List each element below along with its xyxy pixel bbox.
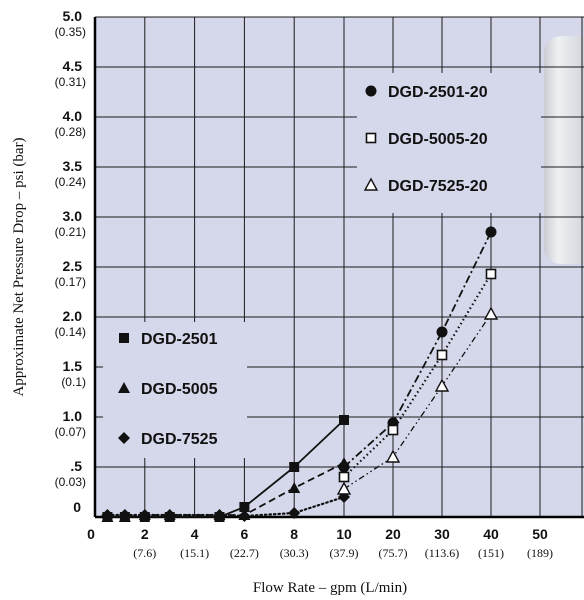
y-tick-sublabel: (0.35)	[55, 25, 86, 39]
data-point-dgd-5005-20	[436, 349, 448, 361]
legend-marker-dgd-5005-20	[365, 132, 377, 144]
y-tick-label: .5	[70, 458, 82, 474]
legend-marker-dgd-5005	[118, 382, 130, 393]
x-tick-sublabel: (113.6)	[425, 546, 460, 560]
data-point-dgd-5005-20	[387, 424, 399, 436]
y-tick-label: 5.0	[63, 8, 83, 24]
y-tick-sublabel: (0.31)	[55, 75, 86, 89]
y-tick-label: 2.5	[63, 258, 83, 274]
legend-label-dgd-2501-20: DGD-2501-20	[388, 84, 488, 101]
legend-label-dgd-5005: DGD-5005	[141, 381, 218, 398]
x-tick-sublabel: (75.7)	[379, 546, 408, 560]
x-tick-label: 50	[532, 526, 548, 542]
y-tick-sublabel: (0.1)	[61, 375, 86, 389]
x-tick-sublabel: (189)	[527, 546, 553, 560]
y-tick-label: 2.0	[63, 308, 83, 324]
x-tick-label: 30	[434, 526, 450, 542]
data-point-dgd-2501	[239, 502, 250, 512]
data-point-dgd-2501	[339, 415, 349, 425]
legend-label-dgd-7525: DGD-7525	[141, 431, 218, 448]
y-tick-sublabel: (0.03)	[55, 475, 86, 489]
x-tick-label: 20	[385, 526, 401, 542]
x-tick-sublabel: (30.3)	[280, 546, 309, 560]
data-point-dgd-5005	[288, 482, 301, 493]
y-tick-label: 1.0	[63, 408, 83, 424]
legend-left: DGD-2501 DGD-5005 DGD-7525	[103, 322, 247, 458]
y-tick-label: 4.5	[63, 58, 83, 74]
data-point-dgd-2501-20	[436, 326, 448, 338]
y-axis-title: Approximate Net Pressure Drop – psi (bar…	[11, 137, 27, 396]
legend-marker-dgd-7525	[118, 432, 130, 444]
x-tick-label: 4	[191, 526, 199, 542]
data-point-dgd-2501-20	[338, 461, 350, 473]
x-tick-label: 0	[87, 526, 95, 542]
data-point-dgd-7525-20	[483, 306, 499, 320]
data-point-dgd-7525	[238, 510, 251, 522]
y-tick-label: 3.5	[63, 158, 83, 174]
x-tick-label: 40	[483, 526, 499, 542]
x-tick-sublabel: (15.1)	[180, 546, 209, 560]
x-tick-sublabel: (37.9)	[330, 546, 359, 560]
filter-cartridge-icon	[544, 36, 584, 264]
y-tick-sublabel: (0.07)	[55, 425, 86, 439]
y-tick-label: 0	[73, 499, 81, 515]
x-tick-label: 2	[141, 526, 149, 542]
data-point-dgd-7525	[213, 509, 226, 521]
y-tick-sublabel: (0.21)	[55, 225, 86, 239]
series-dgd-5005-20	[338, 268, 497, 483]
x-tick-sublabel: (7.6)	[133, 546, 156, 560]
data-point-dgd-7525	[101, 509, 114, 521]
x-tick-label: 8	[290, 526, 298, 542]
product-image	[544, 36, 584, 264]
data-point-dgd-7525	[163, 509, 176, 521]
series-dgd-7525	[101, 491, 350, 522]
x-tick-sublabel: (22.7)	[230, 546, 259, 560]
x-tick-label: 6	[241, 526, 249, 542]
data-point-dgd-5005-20	[485, 268, 497, 280]
y-tick-sublabel: (0.28)	[55, 125, 86, 139]
series-group	[101, 226, 499, 522]
y-tick-sublabel: (0.24)	[55, 175, 86, 189]
data-point-dgd-7525	[138, 509, 151, 521]
data-point-dgd-5005-20	[338, 471, 350, 483]
legend-marker-dgd-2501	[119, 333, 129, 343]
x-tick-label: 10	[336, 526, 352, 542]
legend-label-dgd-2501: DGD-2501	[141, 331, 218, 348]
data-point-dgd-2501	[289, 462, 300, 472]
legend-marker-dgd-2501-20	[365, 85, 377, 97]
legend-label-dgd-7525-20: DGD-7525-20	[388, 178, 488, 195]
y-tick-sublabel: (0.14)	[55, 325, 86, 339]
legend-right: DGD-2501-20 DGD-5005-20 DGD-7525-20	[357, 73, 541, 213]
data-point-dgd-2501-20	[485, 226, 497, 238]
axes: 0.5(0.03)1.0(0.07)1.5(0.1)2.0(0.14)2.5(0…	[55, 8, 584, 560]
series-dgd-7525-20	[336, 306, 499, 495]
series-line-dgd-7525	[106, 495, 346, 518]
series-line-dgd-5005-20	[343, 273, 492, 478]
x-axis-title: Flow Rate – gpm (L/min)	[253, 580, 407, 596]
data-point-dgd-7525	[118, 509, 131, 521]
data-point-dgd-7525	[288, 507, 301, 519]
legend-marker-dgd-7525-20	[363, 177, 379, 191]
y-tick-sublabel: (0.17)	[55, 275, 86, 289]
data-point-dgd-7525-20	[336, 481, 352, 495]
y-tick-label: 4.0	[63, 108, 83, 124]
data-point-dgd-7525-20	[434, 378, 450, 392]
data-point-dgd-7525-20	[385, 449, 401, 463]
y-tick-label: 3.0	[63, 208, 83, 224]
legend-label-dgd-5005-20: DGD-5005-20	[388, 131, 488, 148]
x-tick-sublabel: (151)	[478, 546, 504, 560]
legend-right-background	[357, 73, 541, 213]
y-tick-label: 1.5	[63, 358, 83, 374]
series-line-dgd-2501-20	[343, 231, 492, 468]
